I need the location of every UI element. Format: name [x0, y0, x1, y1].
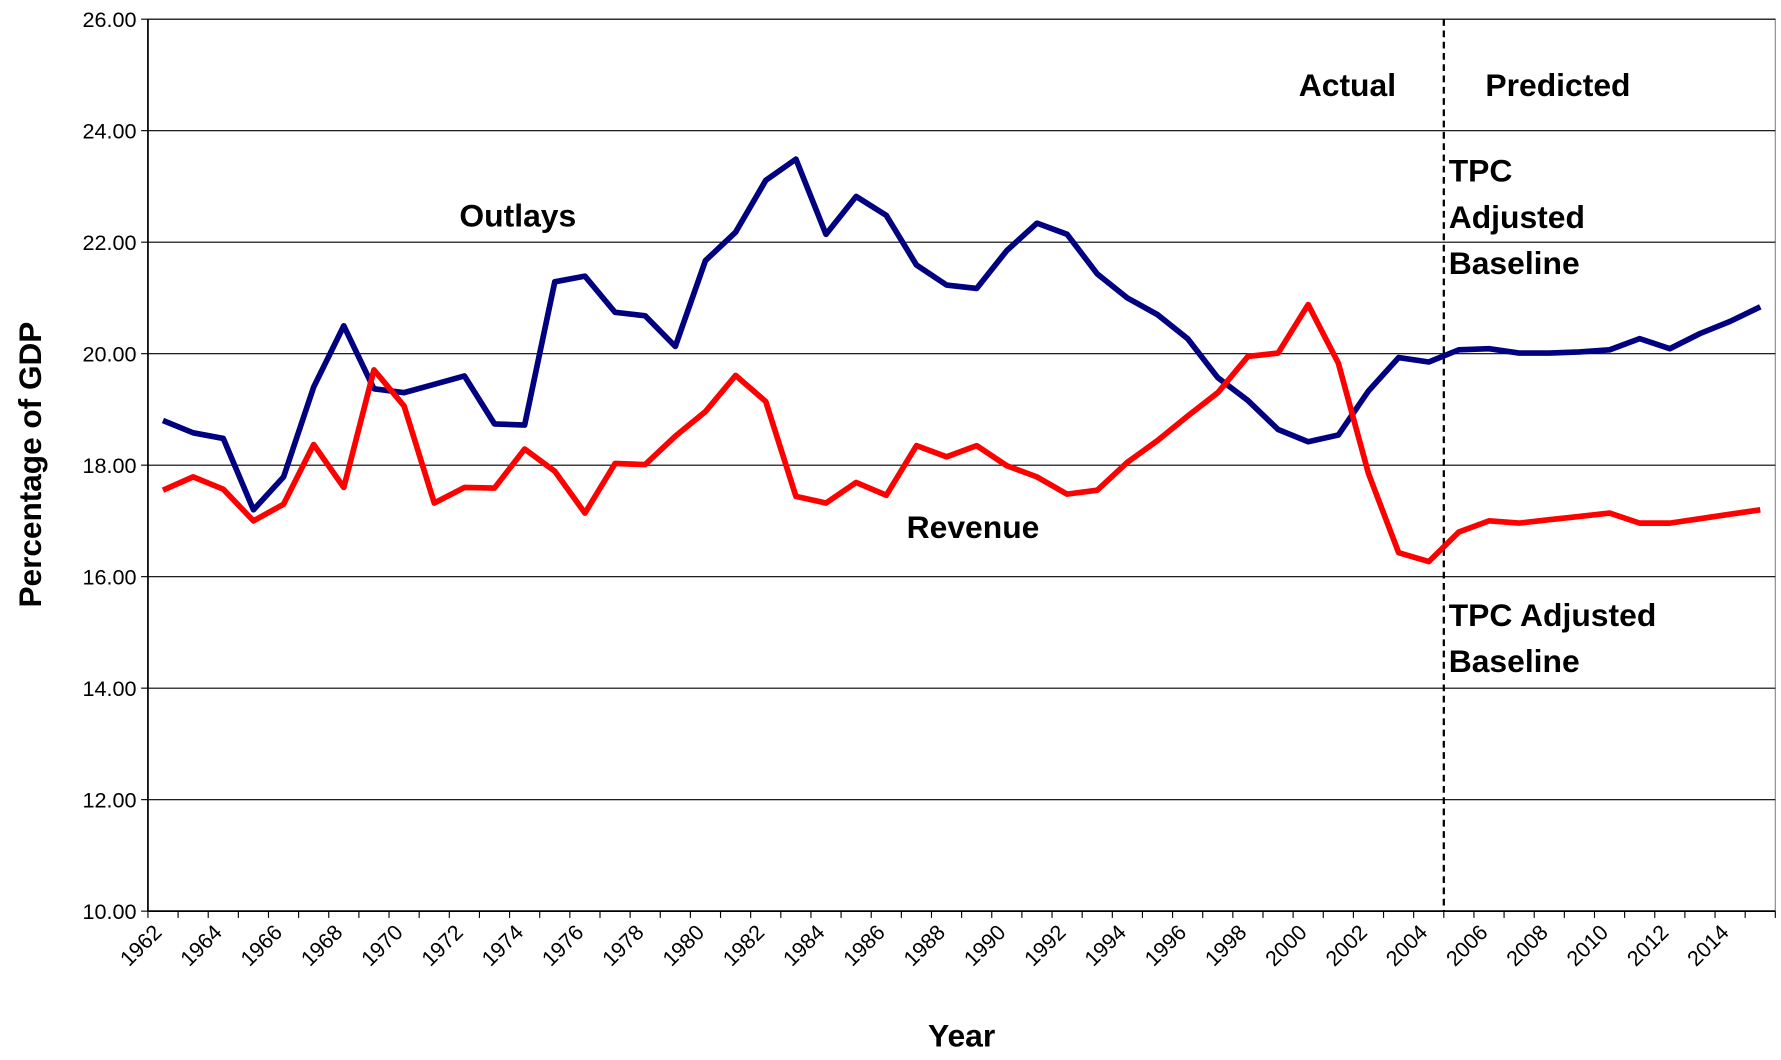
x-tick-label: 2002	[1321, 920, 1372, 971]
series-label: Revenue	[907, 509, 1040, 545]
x-tick-label: 1962	[116, 920, 167, 971]
x-axis-title: Year	[928, 1018, 995, 1054]
x-tick-label: 1990	[959, 920, 1010, 971]
y-tick-label: 18.00	[82, 454, 136, 478]
series-label: Outlays	[459, 198, 576, 234]
x-tick-label: 1972	[417, 920, 468, 971]
y-tick-label: 26.00	[82, 8, 136, 32]
x-tick-label: 1968	[296, 920, 347, 971]
x-tick-label: 1996	[1140, 920, 1191, 971]
x-tick-label: 2008	[1502, 920, 1553, 971]
x-tick-label: 1992	[1020, 920, 1071, 971]
x-tick-label: 1970	[357, 920, 408, 971]
annotation: Actual	[1299, 67, 1396, 103]
annotation: Adjusted	[1449, 199, 1585, 235]
x-tick-label: 2010	[1562, 920, 1613, 971]
y-axis-title: Percentage of GDP	[12, 322, 48, 608]
annotation: TPC Adjusted	[1449, 597, 1657, 633]
x-tick-label: 1998	[1200, 920, 1251, 971]
x-tick-label: 2000	[1261, 920, 1312, 971]
x-tick-label: 2012	[1622, 920, 1673, 971]
y-tick-label: 22.00	[82, 231, 136, 255]
y-tick-label: 16.00	[82, 566, 136, 590]
annotation: Baseline	[1449, 245, 1580, 281]
x-tick-label: 1964	[176, 920, 227, 971]
y-tick-label: 14.00	[82, 677, 136, 701]
y-tick-label: 24.00	[82, 120, 136, 144]
x-tick-label: 1980	[658, 920, 709, 971]
x-tick-label: 1986	[839, 920, 890, 971]
x-tick-label: 2004	[1381, 920, 1432, 971]
x-tick-label: 1988	[899, 920, 950, 971]
x-tick-label: 1966	[236, 920, 287, 971]
y-tick-label: 20.00	[82, 343, 136, 367]
x-tick-label: 1994	[1080, 920, 1131, 971]
y-tick-label: 12.00	[82, 789, 136, 813]
x-tick-label: 2006	[1442, 920, 1493, 971]
x-tick-label: 1978	[598, 920, 649, 971]
x-tick-label: 1984	[779, 920, 830, 971]
annotation: Predicted	[1485, 67, 1630, 103]
annotation: Baseline	[1449, 643, 1580, 679]
x-tick-label: 1974	[477, 920, 528, 971]
x-tick-label: 1976	[537, 920, 588, 971]
data-line	[161, 156, 1762, 513]
annotation: TPC	[1449, 153, 1513, 189]
y-tick-label: 10.00	[82, 900, 136, 924]
x-tick-label: 2014	[1683, 920, 1734, 971]
x-tick-label: 1982	[718, 920, 769, 971]
data-line	[161, 301, 1761, 565]
